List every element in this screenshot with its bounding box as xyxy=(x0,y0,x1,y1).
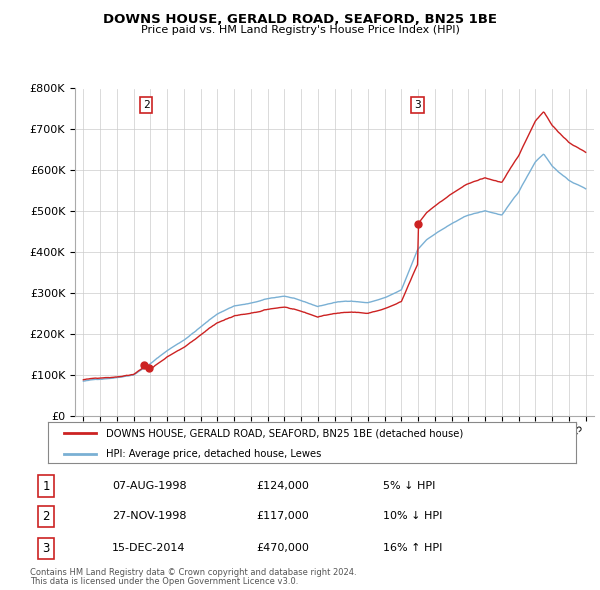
Text: This data is licensed under the Open Government Licence v3.0.: This data is licensed under the Open Gov… xyxy=(30,577,298,586)
Text: £470,000: £470,000 xyxy=(256,543,309,553)
Text: Price paid vs. HM Land Registry's House Price Index (HPI): Price paid vs. HM Land Registry's House … xyxy=(140,25,460,35)
Text: 1: 1 xyxy=(43,480,50,493)
Text: 5% ↓ HPI: 5% ↓ HPI xyxy=(383,481,435,491)
Text: 07-AUG-1998: 07-AUG-1998 xyxy=(112,481,187,491)
Text: £124,000: £124,000 xyxy=(256,481,309,491)
Text: 27-NOV-1998: 27-NOV-1998 xyxy=(112,512,187,521)
Text: Contains HM Land Registry data © Crown copyright and database right 2024.: Contains HM Land Registry data © Crown c… xyxy=(30,568,356,576)
Text: 2: 2 xyxy=(43,510,50,523)
Text: DOWNS HOUSE, GERALD ROAD, SEAFORD, BN25 1BE: DOWNS HOUSE, GERALD ROAD, SEAFORD, BN25 … xyxy=(103,13,497,26)
Text: 15-DEC-2014: 15-DEC-2014 xyxy=(112,543,186,553)
Text: HPI: Average price, detached house, Lewes: HPI: Average price, detached house, Lewe… xyxy=(106,449,322,459)
Text: 16% ↑ HPI: 16% ↑ HPI xyxy=(383,543,442,553)
Text: 10% ↓ HPI: 10% ↓ HPI xyxy=(383,512,442,521)
Text: DOWNS HOUSE, GERALD ROAD, SEAFORD, BN25 1BE (detached house): DOWNS HOUSE, GERALD ROAD, SEAFORD, BN25 … xyxy=(106,428,463,438)
Text: 3: 3 xyxy=(43,542,50,555)
Text: 3: 3 xyxy=(414,100,421,110)
Text: 2: 2 xyxy=(143,100,149,110)
Text: £117,000: £117,000 xyxy=(256,512,308,521)
